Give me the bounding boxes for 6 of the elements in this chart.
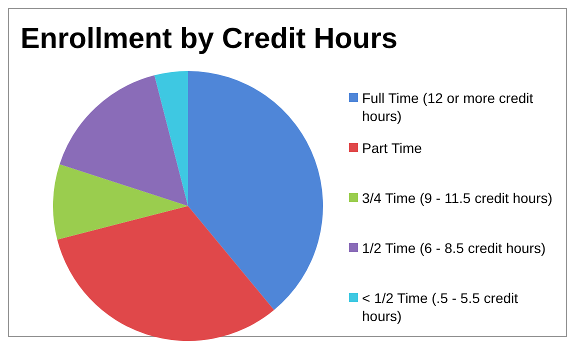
- legend-label: Part Time: [362, 140, 422, 156]
- legend-label: < 1/2 Time (.5 - 5.5 credit hours): [362, 290, 518, 324]
- legend-label: Full Time (12 or more credit hours): [362, 90, 534, 124]
- legend-label: 1/2 Time (6 - 8.5 credit hours): [362, 240, 546, 256]
- legend-label: 3/4 Time (9 - 11.5 credit hours): [362, 190, 552, 206]
- chart-title: Enrollment by Credit Hours: [19, 23, 399, 56]
